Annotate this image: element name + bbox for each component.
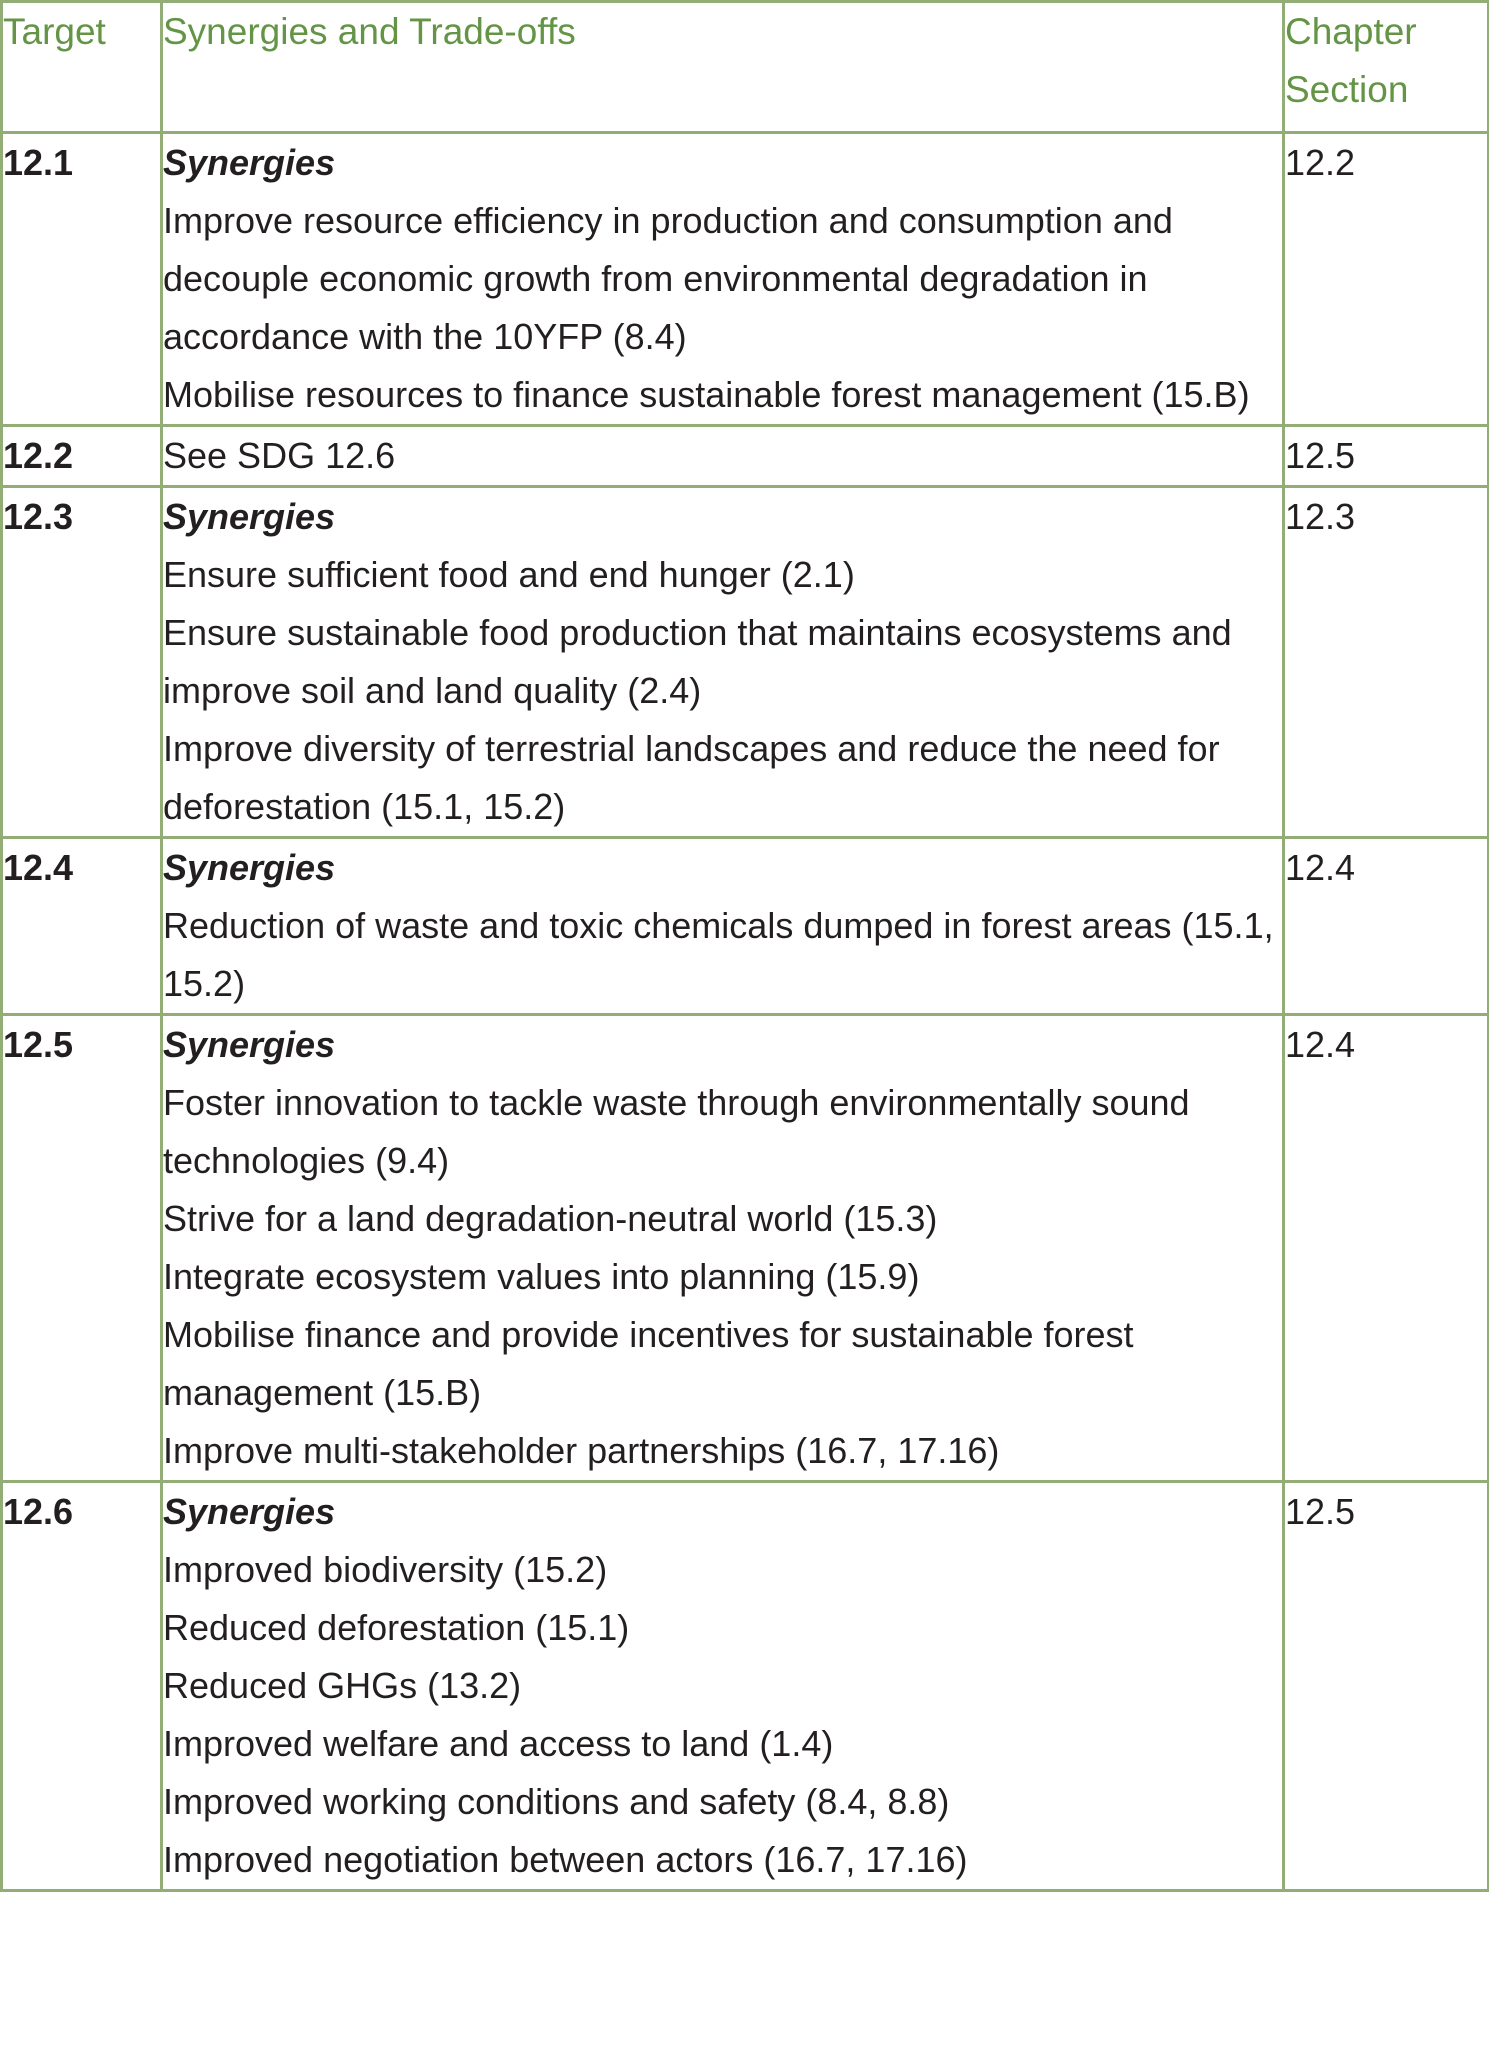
header-section-label: Section (1285, 69, 1409, 110)
synergy-item: Ensure sustainable food production that … (163, 612, 1232, 711)
synergy-item: Improved working conditions and safety (… (163, 1781, 950, 1822)
synergies-cell: See SDG 12.6 (160, 424, 1285, 488)
synergies-heading: Synergies (163, 1491, 336, 1532)
synergy-item: Improve multi-stakeholder partnerships (… (163, 1430, 1000, 1471)
header-synergies: Synergies and Trade-offs (160, 0, 1285, 134)
synergies-cell: Synergies Ensure sufficient food and end… (160, 485, 1285, 839)
synergy-item: Improved biodiversity (15.2) (163, 1549, 608, 1590)
table-row: 12.1 Synergies Improve resource efficien… (0, 131, 1489, 427)
synergies-cell: Synergies Improved biodiversity (15.2) R… (160, 1480, 1285, 1892)
synergy-item: Foster innovation to tackle waste throug… (163, 1082, 1190, 1181)
synergies-cell: Synergies Foster innovation to tackle wa… (160, 1013, 1285, 1483)
table-row: 12.6 Synergies Improved biodiversity (15… (0, 1480, 1489, 1892)
section-cell: 12.4 (1282, 836, 1489, 1016)
synergy-item: Integrate ecosystem values into planning… (163, 1256, 920, 1297)
synergy-item: Reduction of waste and toxic chemicals d… (163, 905, 1274, 1004)
synergies-cell: Synergies Reduction of waste and toxic c… (160, 836, 1285, 1016)
synergies-table: Target Synergies and Trade-offs Chapter … (0, 0, 1489, 1892)
header-row: Target Synergies and Trade-offs Chapter … (0, 0, 1489, 134)
synergies-heading: Synergies (163, 142, 336, 183)
target-cell: 12.3 (0, 485, 163, 839)
synergy-item: Reduced GHGs (13.2) (163, 1665, 522, 1706)
section-cell: 12.4 (1282, 1013, 1489, 1483)
section-cell: 12.3 (1282, 485, 1489, 839)
synergies-heading: Synergies (163, 1024, 336, 1065)
synergy-item: See SDG 12.6 (163, 435, 396, 476)
header-chapter-label: Chapter (1285, 11, 1417, 52)
synergy-item: Mobilise finance and provide incentives … (163, 1314, 1134, 1413)
target-cell: 12.5 (0, 1013, 163, 1483)
target-cell: 12.6 (0, 1480, 163, 1892)
section-cell: 12.5 (1282, 1480, 1489, 1892)
table-row: 12.4 Synergies Reduction of waste and to… (0, 836, 1489, 1016)
synergy-item: Improved welfare and access to land (1.4… (163, 1723, 834, 1764)
synergy-item: Improve diversity of terrestrial landsca… (163, 728, 1220, 827)
target-cell: 12.4 (0, 836, 163, 1016)
synergies-heading: Synergies (163, 847, 336, 888)
table-row: 12.3 Synergies Ensure sufficient food an… (0, 485, 1489, 839)
header-chapter-section: Chapter Section (1282, 0, 1489, 134)
synergy-item: Improve resource efficiency in productio… (163, 200, 1173, 357)
target-cell: 12.2 (0, 424, 163, 488)
table-row: 12.2 See SDG 12.6 12.5 (0, 424, 1489, 488)
section-cell: 12.2 (1282, 131, 1489, 427)
table-row: 12.5 Synergies Foster innovation to tack… (0, 1013, 1489, 1483)
synergy-item: Ensure sufficient food and end hunger (2… (163, 554, 855, 595)
target-cell: 12.1 (0, 131, 163, 427)
synergy-item: Improved negotiation between actors (16.… (163, 1839, 968, 1880)
synergies-cell: Synergies Improve resource efficiency in… (160, 131, 1285, 427)
synergies-heading: Synergies (163, 496, 336, 537)
synergy-item: Mobilise resources to finance sustainabl… (163, 374, 1250, 415)
header-target: Target (0, 0, 163, 134)
section-cell: 12.5 (1282, 424, 1489, 488)
synergy-item: Reduced deforestation (15.1) (163, 1607, 630, 1648)
synergy-item: Strive for a land degradation-neutral wo… (163, 1198, 938, 1239)
